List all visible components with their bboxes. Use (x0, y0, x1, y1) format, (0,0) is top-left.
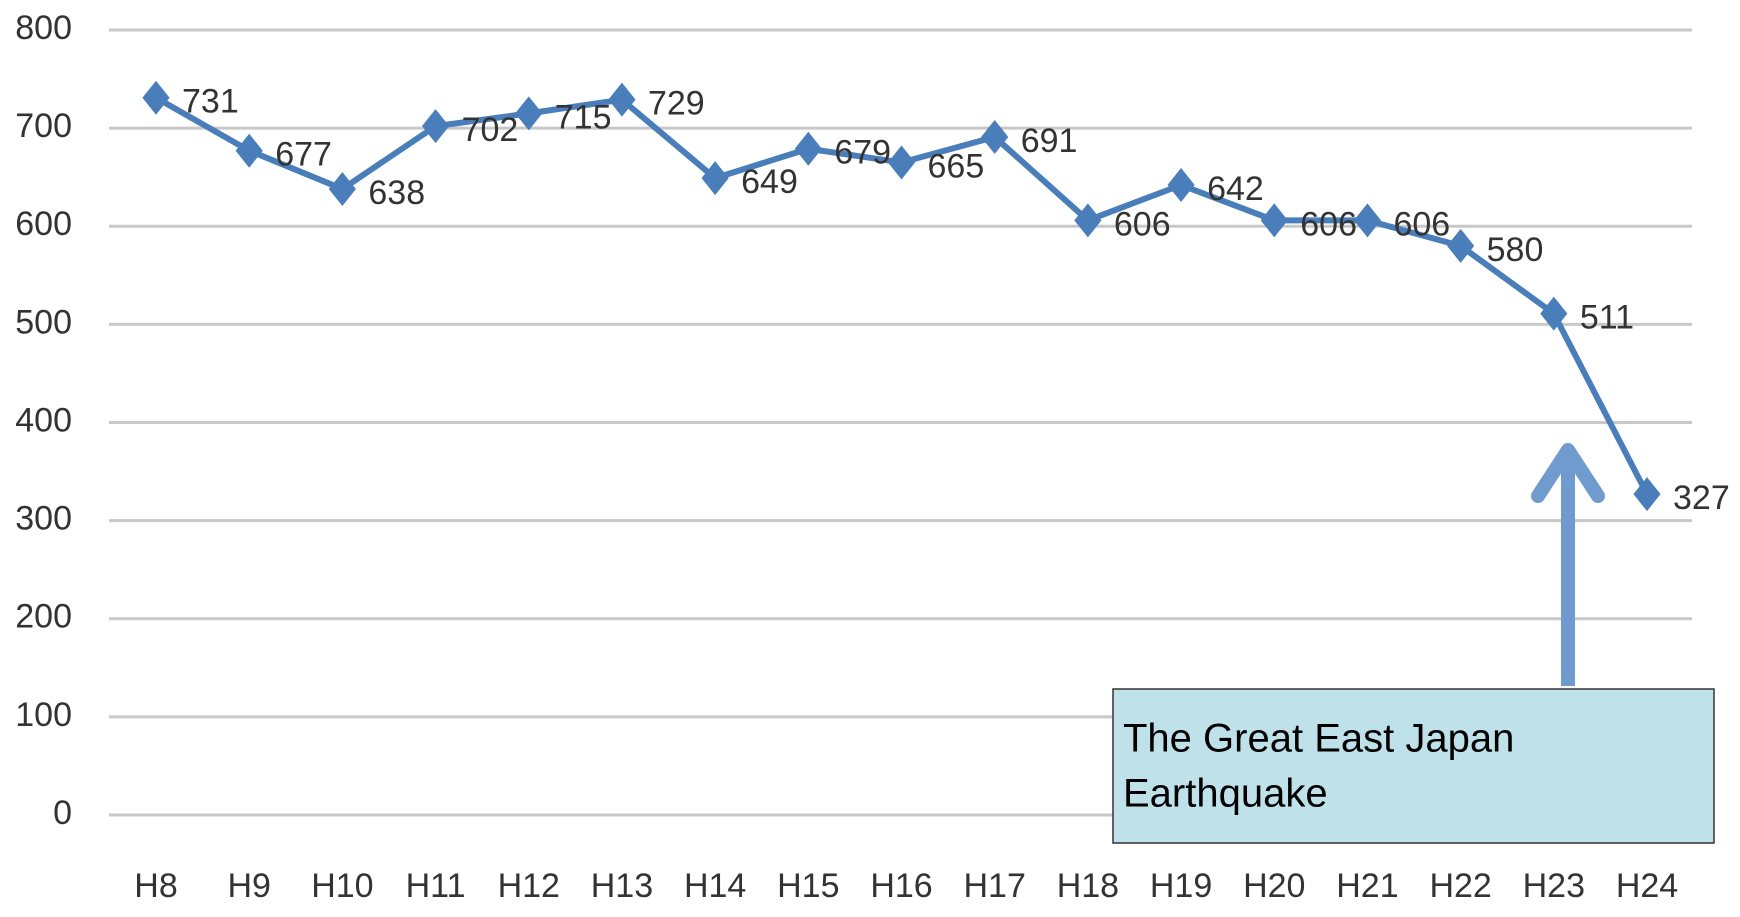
x-tick-label: H13 (591, 867, 653, 905)
x-tick-label: H17 (964, 867, 1026, 905)
x-tick-label: H24 (1616, 867, 1678, 905)
data-label: 649 (741, 163, 798, 201)
data-label: 702 (462, 111, 519, 149)
data-label: 511 (1580, 299, 1634, 337)
y-tick-label: 400 (15, 401, 72, 439)
data-label: 642 (1207, 170, 1264, 208)
data-point (608, 82, 636, 117)
data-label: 606 (1300, 205, 1357, 243)
data-label: 606 (1393, 205, 1450, 243)
x-tick-label: H12 (498, 867, 560, 905)
data-point (1074, 203, 1102, 238)
y-tick-label: 600 (15, 205, 72, 243)
data-point (235, 133, 263, 168)
data-label: 638 (368, 174, 425, 212)
data-label: 715 (555, 98, 612, 136)
x-tick-label: H8 (134, 867, 177, 905)
x-tick-label: H15 (777, 867, 839, 905)
data-label: 677 (275, 136, 332, 174)
data-point (794, 131, 822, 166)
y-tick-label: 200 (15, 598, 72, 636)
data-label: 679 (834, 134, 891, 172)
data-label: 580 (1487, 231, 1544, 269)
data-point (1633, 477, 1661, 512)
x-tick-label: H19 (1150, 867, 1212, 905)
x-tick-label: H22 (1429, 867, 1491, 905)
y-tick-label: 500 (15, 303, 72, 341)
y-tick-label: 300 (15, 500, 72, 538)
data-point (1353, 203, 1382, 238)
x-tick-label: H11 (406, 867, 466, 905)
data-label: 665 (928, 147, 985, 185)
data-point (1540, 296, 1568, 331)
y-tick-label: 100 (15, 696, 72, 734)
data-label: 729 (648, 85, 705, 123)
y-tick-label: 800 (15, 9, 72, 47)
data-label: 731 (182, 83, 239, 121)
x-tick-label: H16 (870, 867, 932, 905)
x-tick-label: H20 (1243, 867, 1305, 905)
data-label: 691 (1021, 122, 1078, 160)
data-point (328, 171, 356, 206)
data-point (1167, 168, 1195, 203)
y-tick-label: 700 (15, 107, 72, 145)
data-point (981, 119, 1009, 154)
annotation-text: Earthquake (1123, 772, 1328, 816)
data-label: 606 (1114, 205, 1171, 243)
data-point (1260, 203, 1288, 238)
x-tick-label: H21 (1336, 867, 1398, 905)
x-tick-label: H10 (311, 867, 373, 905)
data-point (1447, 228, 1475, 263)
data-point (421, 109, 450, 144)
data-point (701, 161, 729, 196)
x-tick-label: H23 (1523, 867, 1585, 905)
x-tick-label: H9 (227, 867, 270, 905)
annotation-arrowhead (1531, 443, 1605, 503)
data-point (142, 80, 170, 115)
annotation-text: The Great East Japan (1123, 717, 1514, 761)
y-tick-label: 0 (53, 794, 72, 832)
annotation-box (1112, 688, 1715, 844)
data-point (887, 145, 916, 180)
data-label: 327 (1673, 479, 1730, 517)
x-tick-label: H14 (684, 867, 746, 905)
data-point (515, 96, 543, 131)
x-tick-label: H18 (1057, 867, 1119, 905)
